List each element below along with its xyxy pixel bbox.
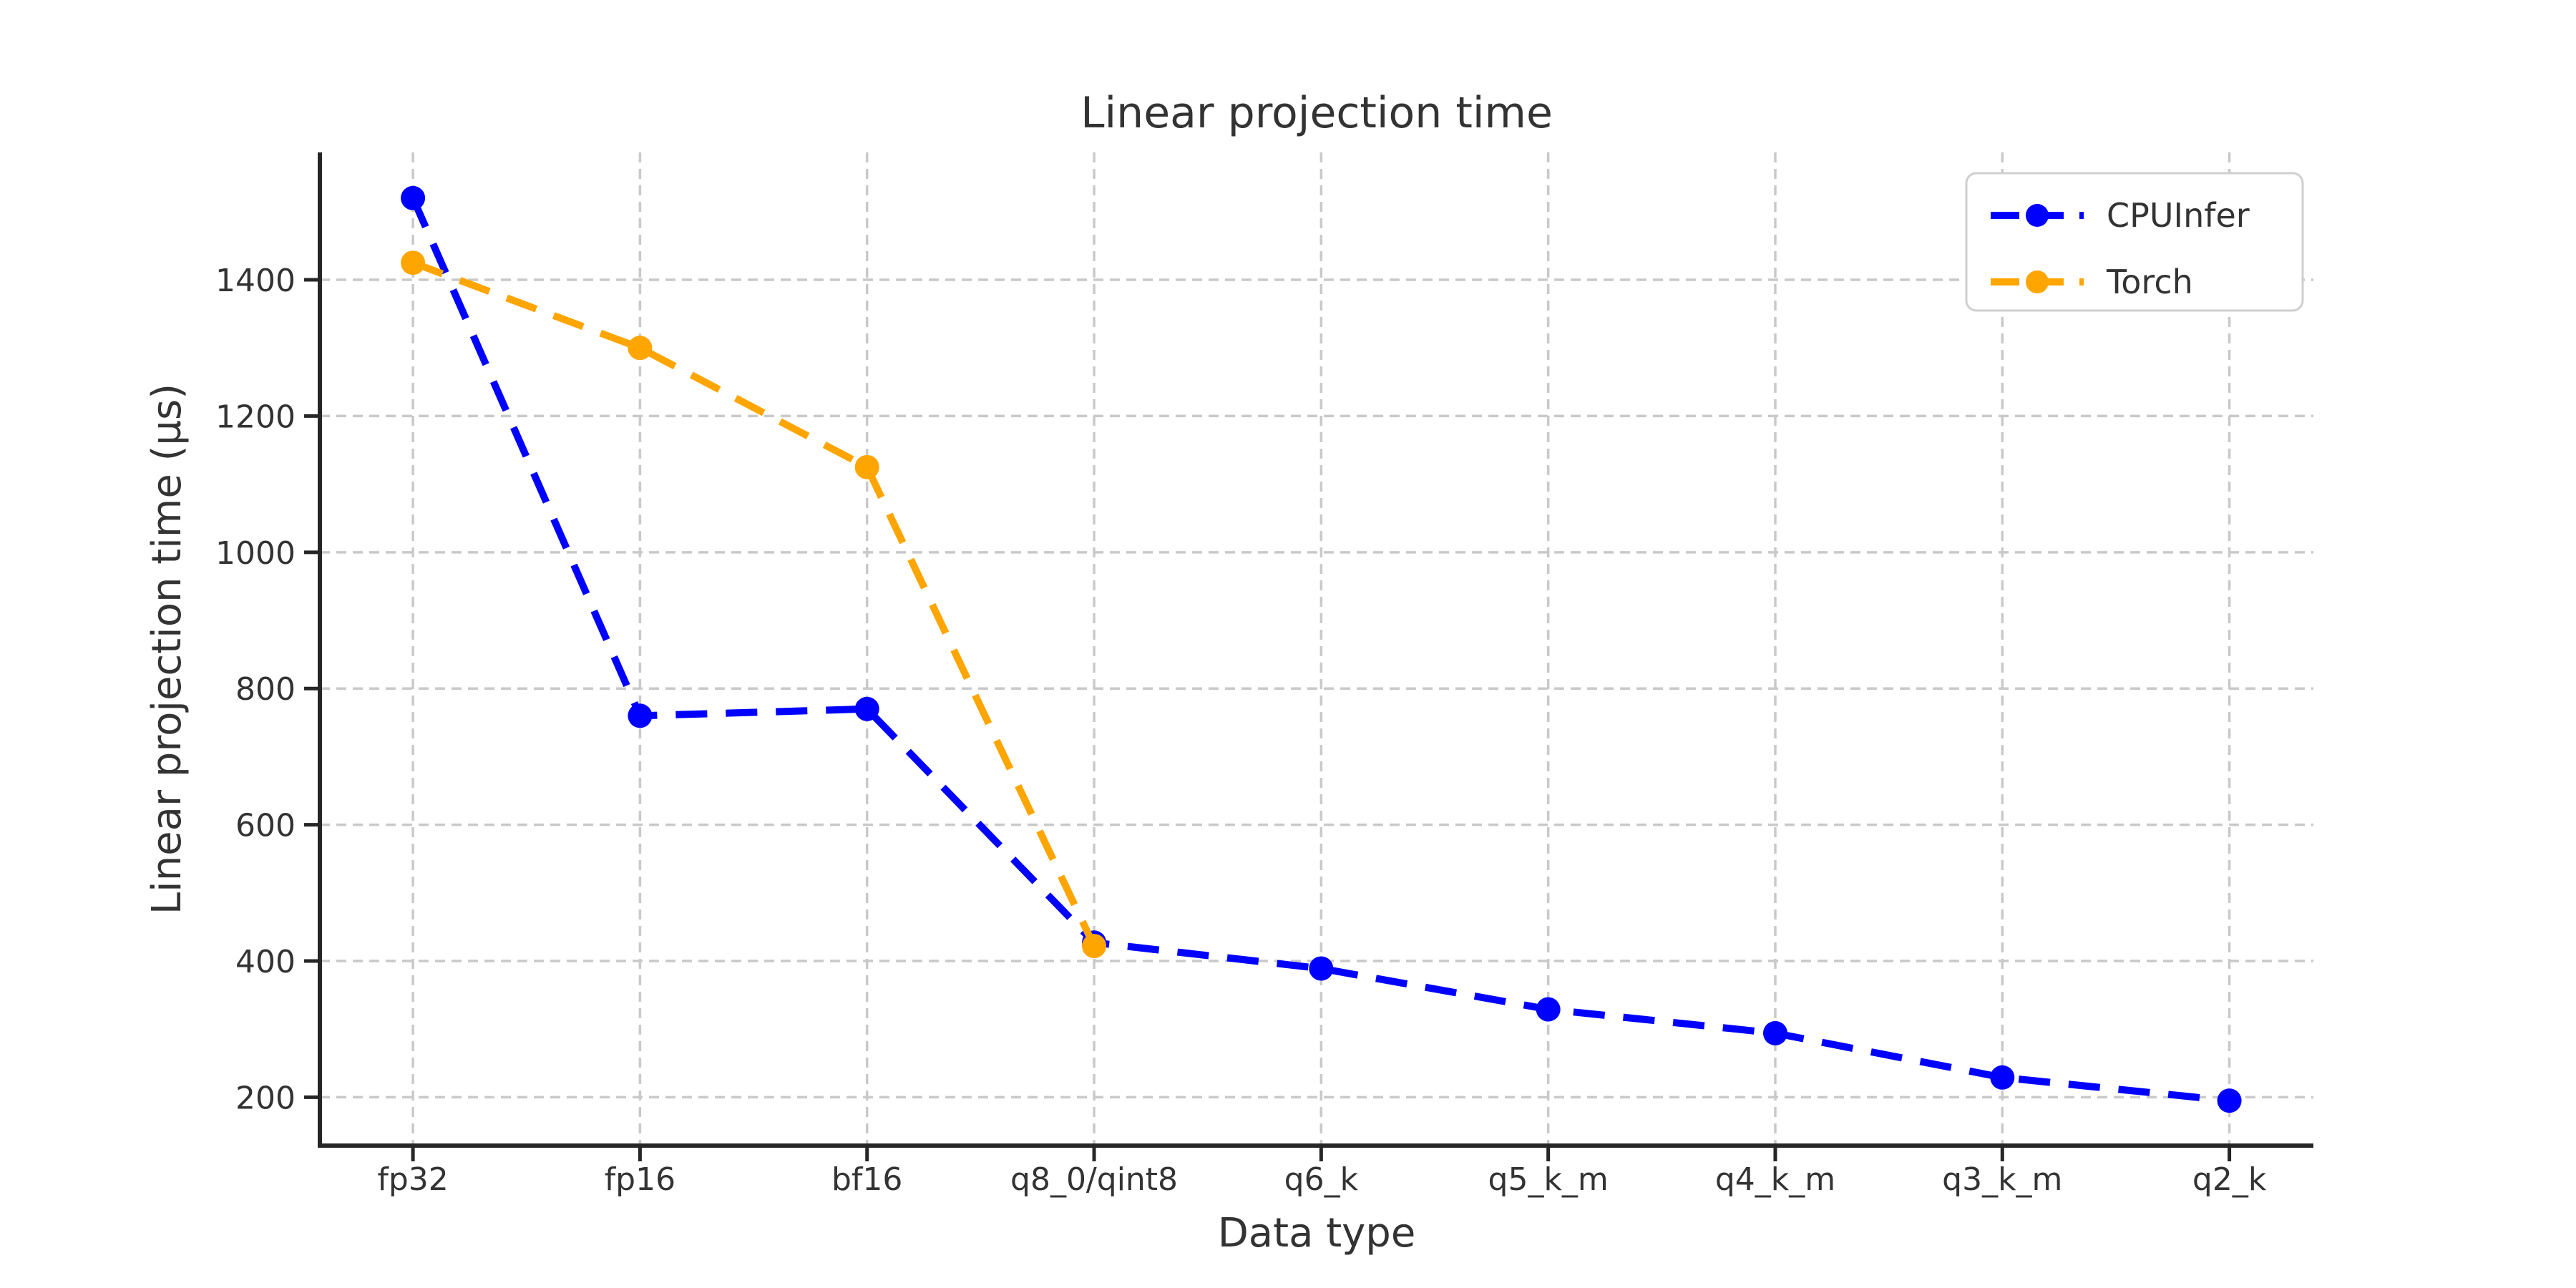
data-point-cpuinfer xyxy=(401,185,426,210)
axes xyxy=(318,152,2313,1148)
x-tick-label: q8_0/qint8 xyxy=(1010,1161,1178,1198)
x-tick-label: q5_k_m xyxy=(1488,1161,1609,1198)
series-line-cpuinfer xyxy=(409,196,2230,1105)
legend-marker xyxy=(2026,270,2049,293)
x-tick-label: q3_k_m xyxy=(1942,1161,2062,1198)
legend-entry-cpuinfer: CPUInfer xyxy=(1991,196,2250,235)
x-tick-label: bf16 xyxy=(831,1161,902,1198)
data-point-cpuinfer xyxy=(1990,1065,2015,1090)
x-tick-label: q6_k xyxy=(1284,1161,1359,1198)
data-point-torch xyxy=(628,336,653,361)
legend: CPUInfer Torch xyxy=(1965,172,2304,312)
data-point-cpuinfer xyxy=(1309,956,1334,981)
chart-title: Linear projection time xyxy=(1080,88,1553,138)
x-tick-label: fp32 xyxy=(377,1161,448,1198)
legend-label: Torch xyxy=(2106,263,2193,301)
data-point-torch xyxy=(401,250,426,275)
y-tick-label: 400 xyxy=(235,944,296,980)
y-tick-label: 1400 xyxy=(215,263,296,299)
data-series xyxy=(401,185,2242,1113)
x-axis-label: Data type xyxy=(1218,1210,1416,1257)
data-point-cpuinfer xyxy=(628,703,653,728)
y-tick-label: 800 xyxy=(235,671,296,708)
x-tick-label: q4_k_m xyxy=(1715,1161,1835,1198)
y-tick-label: 200 xyxy=(235,1080,296,1116)
legend-label: CPUInfer xyxy=(2107,196,2250,235)
tick-marks xyxy=(304,278,2232,1161)
data-point-cpuinfer xyxy=(1762,1020,1787,1045)
data-point-torch xyxy=(854,454,879,479)
y-axis-label: Linear projection time (µs) xyxy=(144,384,190,914)
data-point-cpuinfer xyxy=(854,696,879,721)
series-line-torch xyxy=(411,259,1098,948)
legend-box xyxy=(1965,172,2304,312)
data-point-torch xyxy=(1082,934,1107,959)
legend-marker xyxy=(2026,204,2049,227)
y-tick-label: 1000 xyxy=(215,535,296,572)
x-tick-label: q2_k xyxy=(2192,1161,2267,1198)
x-tick-label: fp16 xyxy=(605,1161,675,1198)
data-point-cpuinfer xyxy=(1536,997,1561,1022)
data-point-cpuinfer xyxy=(2217,1088,2242,1113)
tick-labels: 200 400 600 800 1000 1200 1400 fp32 fp16 bf16 q8_0… xyxy=(215,263,2267,1198)
legend-entry-torch: Torch xyxy=(1991,263,2193,301)
y-tick-label: 600 xyxy=(235,808,296,844)
y-tick-label: 1200 xyxy=(215,399,296,435)
